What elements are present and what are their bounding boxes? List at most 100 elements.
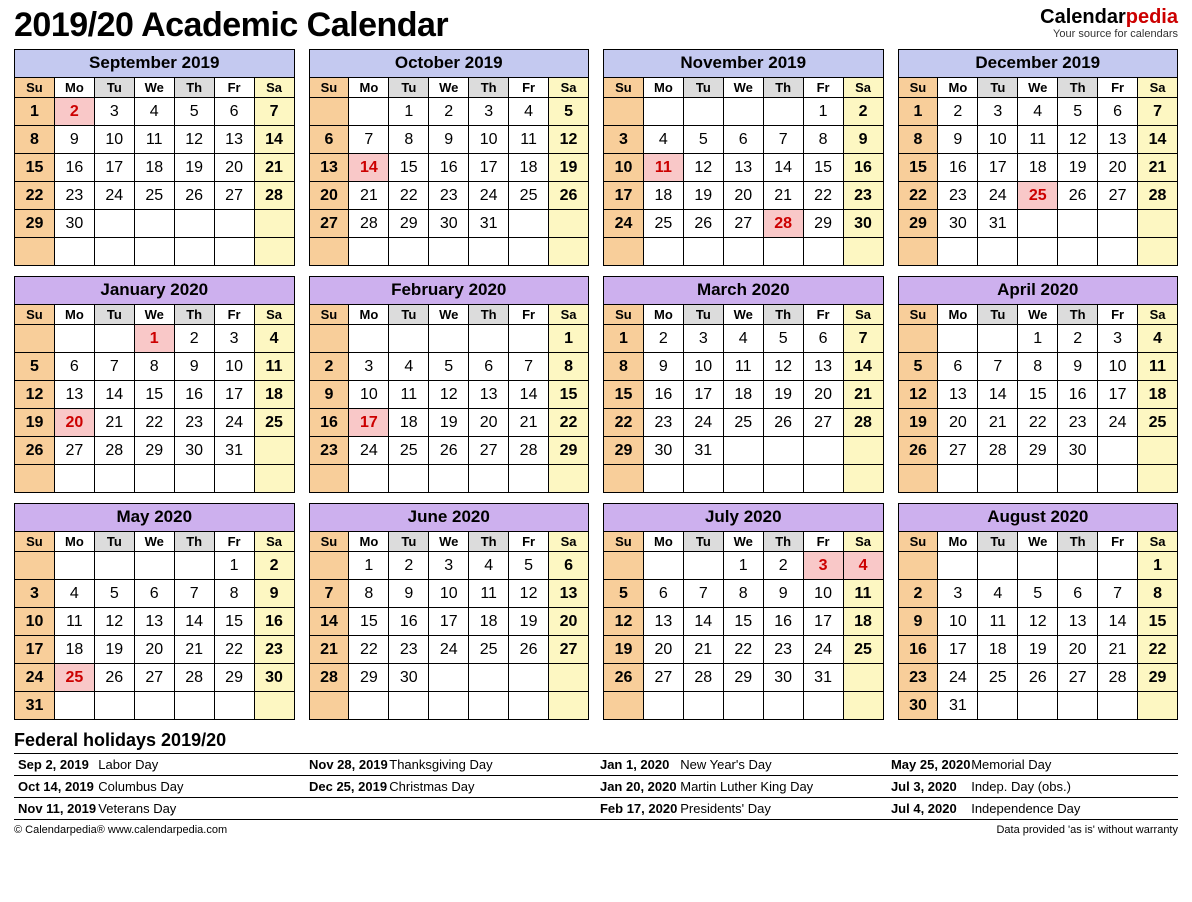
day-cell: 8 bbox=[349, 580, 389, 608]
day-cell: 4 bbox=[389, 353, 429, 381]
dow-header: Tu bbox=[389, 305, 429, 325]
day-cell bbox=[309, 552, 349, 580]
day-cell: 11 bbox=[843, 580, 883, 608]
month-table: October 2019SuMoTuWeThFrSa12345678910111… bbox=[309, 49, 590, 266]
dow-header: We bbox=[1018, 532, 1058, 552]
day-cell: 22 bbox=[1138, 636, 1178, 664]
day-cell: 15 bbox=[15, 154, 55, 182]
day-cell: 16 bbox=[54, 154, 94, 182]
day-cell: 10 bbox=[938, 608, 978, 636]
day-cell: 12 bbox=[549, 126, 589, 154]
day-cell bbox=[509, 325, 549, 353]
day-cell: 20 bbox=[134, 636, 174, 664]
day-cell: 19 bbox=[1058, 154, 1098, 182]
dow-header: Su bbox=[898, 78, 938, 98]
dow-header: Sa bbox=[254, 78, 294, 98]
day-cell: 14 bbox=[763, 154, 803, 182]
day-cell: 3 bbox=[429, 552, 469, 580]
day-cell: 26 bbox=[549, 182, 589, 210]
day-cell bbox=[1138, 210, 1178, 238]
day-cell bbox=[349, 325, 389, 353]
day-cell: 25 bbox=[643, 210, 683, 238]
day-cell: 25 bbox=[134, 182, 174, 210]
day-cell bbox=[254, 437, 294, 465]
day-cell: 20 bbox=[469, 409, 509, 437]
holiday-name: Memorial Day bbox=[967, 754, 1178, 776]
day-cell: 26 bbox=[683, 210, 723, 238]
day-cell: 1 bbox=[134, 325, 174, 353]
day-cell: 4 bbox=[643, 126, 683, 154]
dow-header: We bbox=[134, 532, 174, 552]
day-cell: 22 bbox=[134, 409, 174, 437]
day-cell: 15 bbox=[1018, 381, 1058, 409]
footer-right: Data provided 'as is' without warranty bbox=[996, 824, 1178, 836]
day-cell: 30 bbox=[643, 437, 683, 465]
day-cell: 5 bbox=[1018, 580, 1058, 608]
dow-header: Mo bbox=[938, 532, 978, 552]
dow-header: Mo bbox=[643, 305, 683, 325]
day-cell: 4 bbox=[723, 325, 763, 353]
day-cell: 5 bbox=[604, 580, 644, 608]
day-cell: 22 bbox=[723, 636, 763, 664]
day-cell: 23 bbox=[643, 409, 683, 437]
day-cell: 23 bbox=[938, 182, 978, 210]
day-cell bbox=[549, 664, 589, 692]
day-cell bbox=[349, 692, 389, 720]
day-cell: 29 bbox=[1138, 664, 1178, 692]
day-cell: 30 bbox=[898, 692, 938, 720]
day-cell: 14 bbox=[94, 381, 134, 409]
day-cell: 31 bbox=[978, 210, 1018, 238]
day-cell: 6 bbox=[723, 126, 763, 154]
day-cell: 8 bbox=[803, 126, 843, 154]
day-cell bbox=[134, 552, 174, 580]
day-cell: 24 bbox=[349, 437, 389, 465]
day-cell bbox=[309, 238, 349, 266]
holiday-date: May 25, 2020 bbox=[887, 754, 967, 776]
day-cell: 9 bbox=[938, 126, 978, 154]
dow-header: Su bbox=[604, 78, 644, 98]
day-cell bbox=[683, 465, 723, 493]
day-cell: 21 bbox=[94, 409, 134, 437]
dow-header: Th bbox=[469, 78, 509, 98]
day-cell: 25 bbox=[389, 437, 429, 465]
day-cell bbox=[643, 692, 683, 720]
day-cell bbox=[389, 465, 429, 493]
day-cell: 8 bbox=[389, 126, 429, 154]
day-cell: 3 bbox=[803, 552, 843, 580]
day-cell: 19 bbox=[683, 182, 723, 210]
day-cell: 26 bbox=[94, 664, 134, 692]
dow-header: Mo bbox=[54, 532, 94, 552]
day-cell: 16 bbox=[389, 608, 429, 636]
brand-tagline: Your source for calendars bbox=[1040, 28, 1178, 40]
day-cell: 13 bbox=[469, 381, 509, 409]
day-cell bbox=[763, 238, 803, 266]
day-cell: 28 bbox=[254, 182, 294, 210]
day-cell bbox=[214, 238, 254, 266]
day-cell: 17 bbox=[1098, 381, 1138, 409]
day-cell: 6 bbox=[134, 580, 174, 608]
day-cell: 31 bbox=[15, 692, 55, 720]
day-cell: 3 bbox=[349, 353, 389, 381]
day-cell bbox=[898, 238, 938, 266]
day-cell bbox=[469, 325, 509, 353]
day-cell: 6 bbox=[214, 98, 254, 126]
day-cell bbox=[978, 552, 1018, 580]
day-cell: 18 bbox=[469, 608, 509, 636]
day-cell: 14 bbox=[978, 381, 1018, 409]
dow-header: Sa bbox=[254, 305, 294, 325]
day-cell: 21 bbox=[174, 636, 214, 664]
day-cell bbox=[549, 692, 589, 720]
day-cell: 5 bbox=[763, 325, 803, 353]
day-cell: 20 bbox=[643, 636, 683, 664]
day-cell: 12 bbox=[429, 381, 469, 409]
day-cell bbox=[469, 238, 509, 266]
day-cell: 13 bbox=[134, 608, 174, 636]
day-cell: 8 bbox=[723, 580, 763, 608]
page-title: 2019/20 Academic Calendar bbox=[14, 6, 448, 45]
dow-header: Mo bbox=[54, 78, 94, 98]
day-cell: 21 bbox=[509, 409, 549, 437]
holiday-date: Jan 20, 2020 bbox=[596, 776, 676, 798]
day-cell bbox=[723, 465, 763, 493]
day-cell bbox=[723, 238, 763, 266]
day-cell: 25 bbox=[54, 664, 94, 692]
